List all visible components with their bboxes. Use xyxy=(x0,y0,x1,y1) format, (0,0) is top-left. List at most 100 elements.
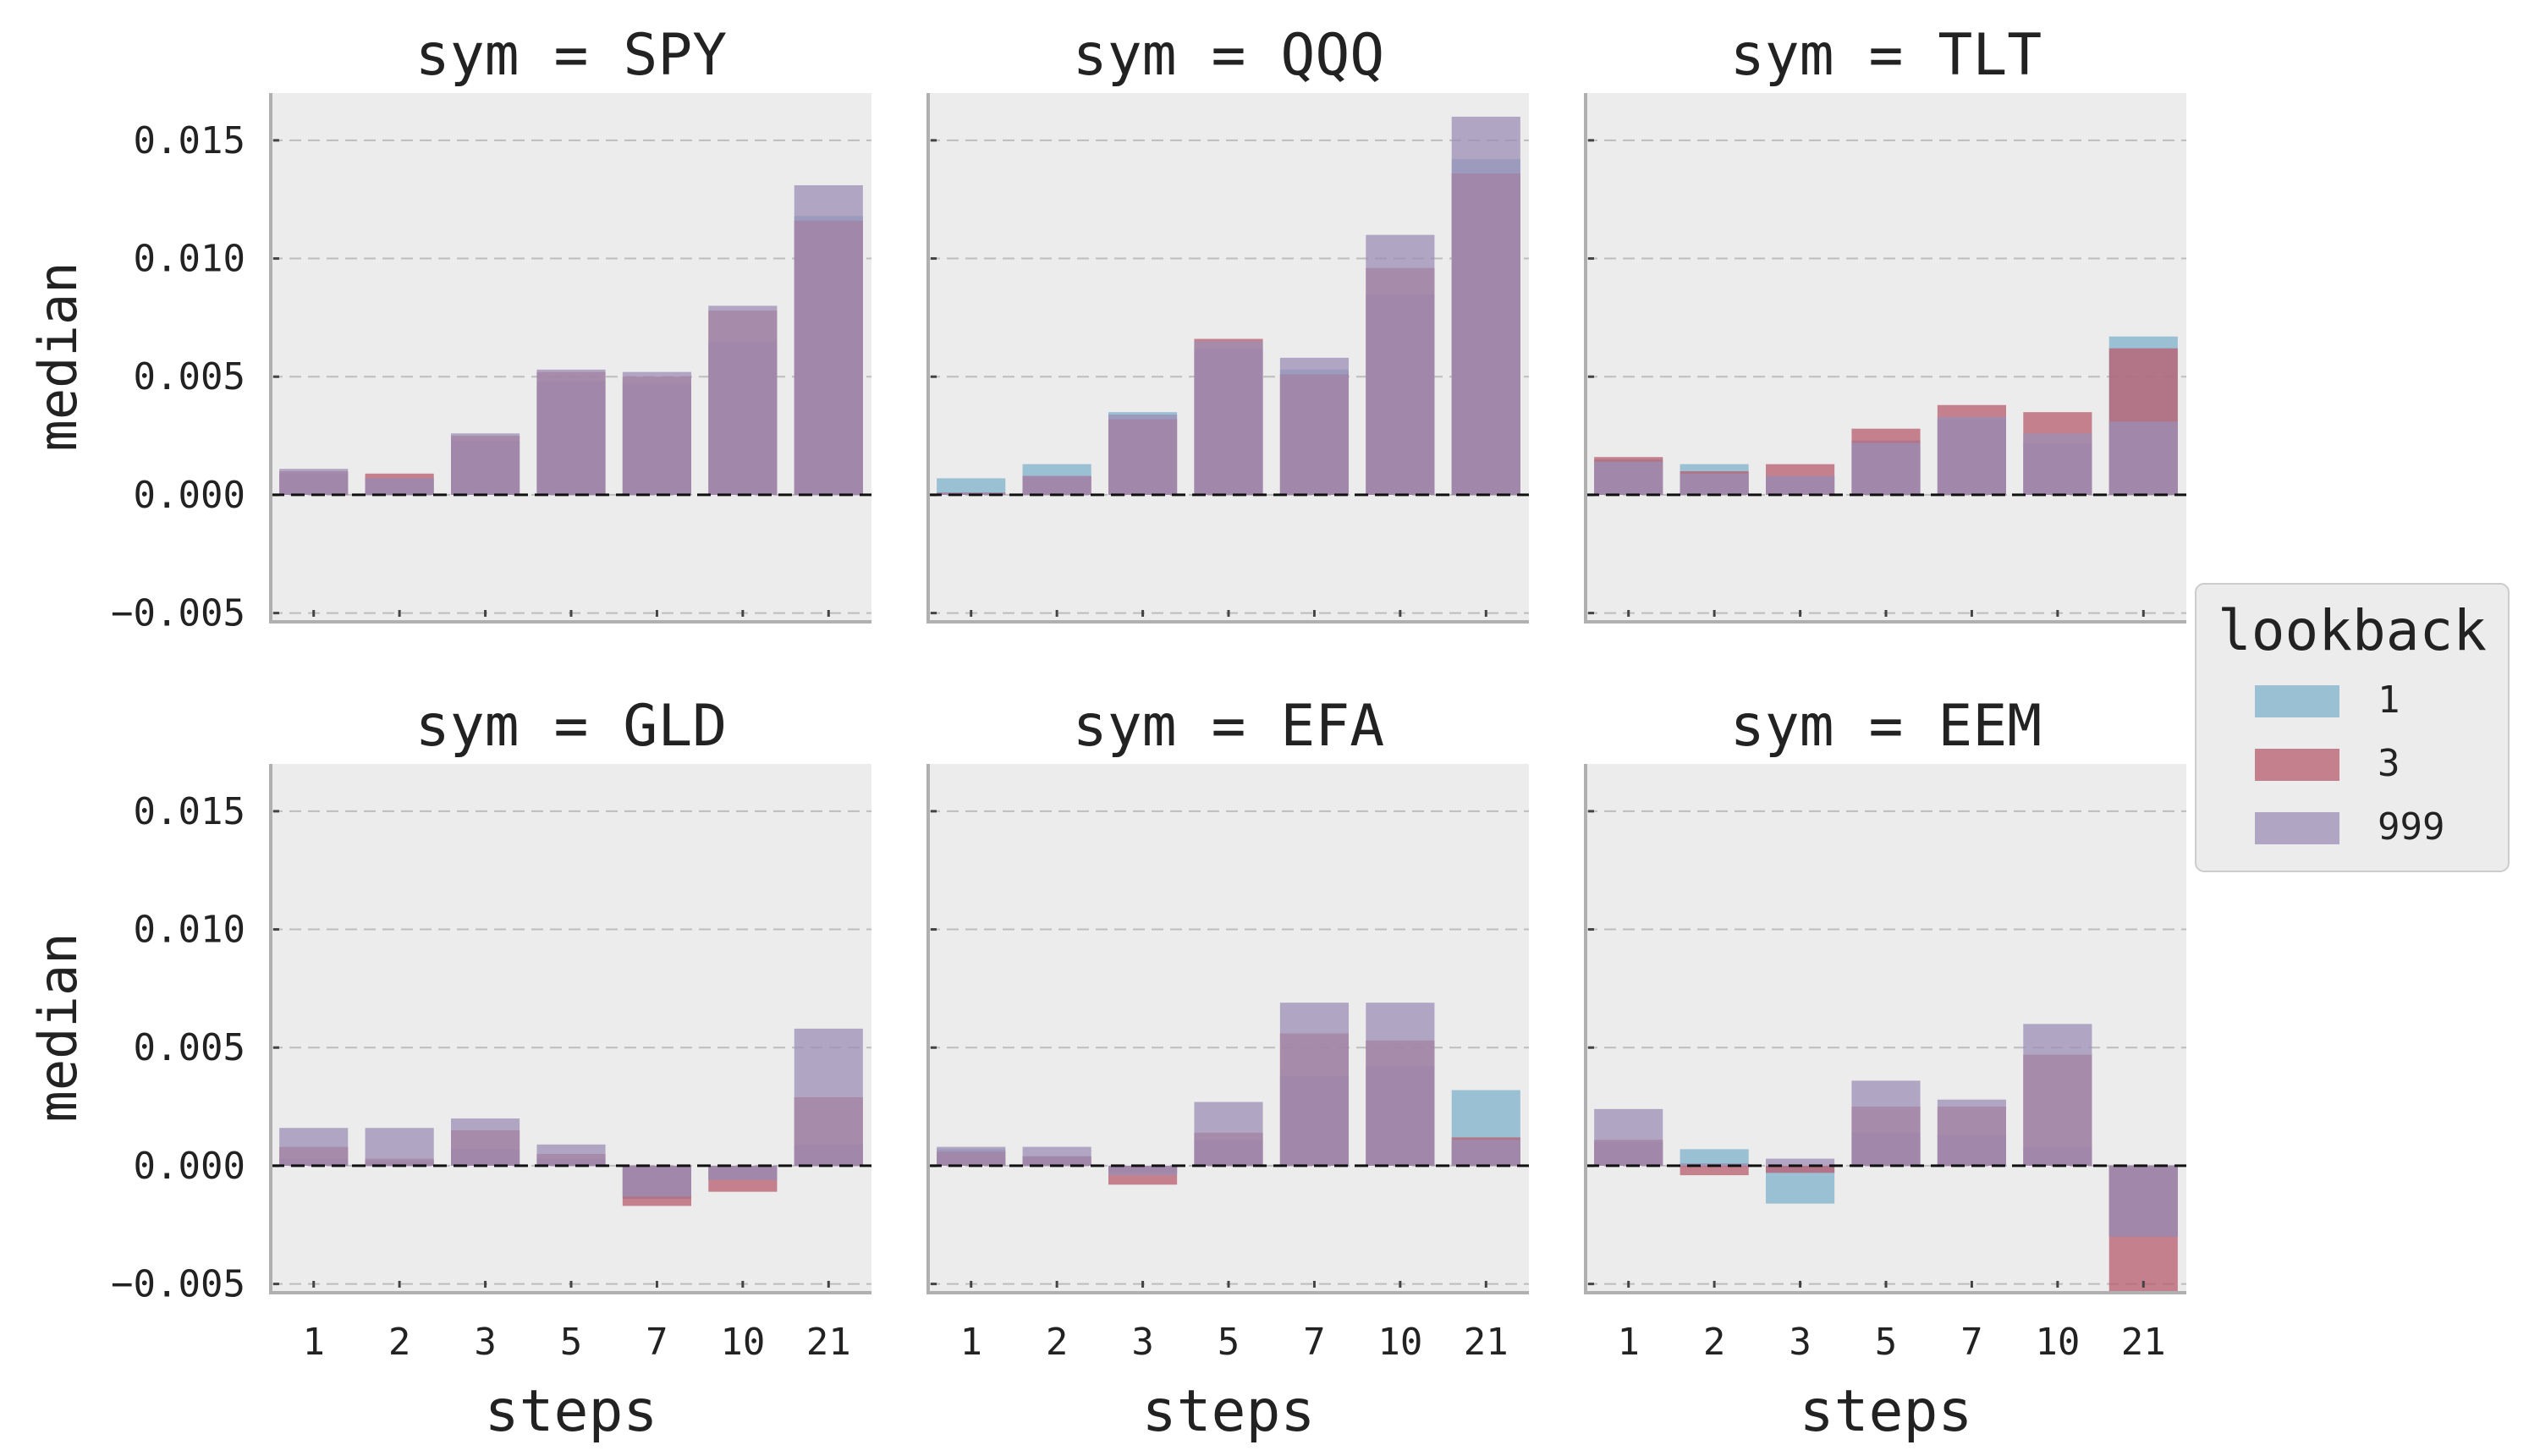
bar-sym-eem-lookback-3-steps-2 xyxy=(1680,1165,1749,1176)
bar-sym-gld-lookback-999-steps-5 xyxy=(536,1144,606,1166)
bar-sym-eem-lookback-999-steps-3 xyxy=(1766,1158,1835,1166)
bar-sym-qqq-lookback-999-steps-7 xyxy=(1279,357,1349,495)
x-tick-label: 3 xyxy=(1789,1321,1812,1364)
legend-swatch-999 xyxy=(2255,812,2339,844)
legend-label-1: 1 xyxy=(2378,679,2400,722)
panel-title: sym = EFA xyxy=(1073,693,1384,760)
bar-sym-qqq-lookback-1-steps-1 xyxy=(937,478,1006,495)
x-tick-label: 21 xyxy=(1464,1321,1509,1364)
y-tick-label: 0.010 xyxy=(134,238,245,281)
legend-box xyxy=(2195,583,2510,872)
panel-title: sym = GLD xyxy=(415,693,727,760)
y-tick-label: 0.005 xyxy=(134,355,245,398)
bar-sym-eem-lookback-999-steps-10 xyxy=(2023,1024,2092,1166)
panel-background xyxy=(928,764,1529,1291)
y-tick-label: −0.005 xyxy=(111,592,245,635)
legend: lookback 1 3 999 xyxy=(2195,583,2510,872)
legend-label-999: 999 xyxy=(2378,805,2444,849)
x-tick-label: 10 xyxy=(2035,1321,2080,1364)
y-axis-label: median xyxy=(27,933,89,1123)
panel-sym-spy: sym = SPY −0.005 0.000 0.005 0.010 0.015 media… xyxy=(27,22,871,635)
bar-sym-qqq-lookback-999-steps-2 xyxy=(1022,475,1091,495)
x-tick-label: 1 xyxy=(959,1321,982,1364)
x-tick-label: 5 xyxy=(560,1321,583,1364)
y-tick-label: 0.005 xyxy=(134,1026,245,1069)
bar-sym-efa-lookback-999-steps-21 xyxy=(1451,1140,1520,1166)
bar-sym-gld-lookback-999-steps-10 xyxy=(708,1165,778,1180)
bar-sym-efa-lookback-999-steps-3 xyxy=(1108,1165,1178,1176)
x-tick-label: 21 xyxy=(806,1321,851,1364)
x-tick-label: 7 xyxy=(646,1321,668,1364)
x-tick-label: 5 xyxy=(1875,1321,1898,1364)
bar-sym-tlt-lookback-999-steps-7 xyxy=(1937,416,2006,495)
y-tick-label: 0.000 xyxy=(134,474,245,517)
bar-sym-spy-lookback-999-steps-7 xyxy=(622,371,691,495)
x-tick-label: 7 xyxy=(1303,1321,1326,1364)
x-tick-label: 7 xyxy=(1960,1321,1983,1364)
bar-sym-tlt-lookback-999-steps-10 xyxy=(2023,433,2092,495)
bar-sym-spy-lookback-999-steps-3 xyxy=(451,433,520,495)
bar-sym-tlt-lookback-999-steps-3 xyxy=(1766,475,1835,495)
x-tick-label: 2 xyxy=(1703,1321,1726,1364)
panel-title: sym = SPY xyxy=(415,22,727,89)
bar-sym-spy-lookback-999-steps-2 xyxy=(365,478,434,495)
panel-sym-eem: sym = EEM 1 2 3 5 7 10 21 steps xyxy=(1584,693,2186,1445)
y-axis-label: median xyxy=(27,262,89,452)
bar-sym-qqq-lookback-999-steps-5 xyxy=(1194,341,1263,495)
bar-sym-eem-lookback-1-steps-2 xyxy=(1680,1149,1749,1166)
bar-sym-gld-lookback-999-steps-3 xyxy=(451,1118,520,1166)
bar-sym-tlt-lookback-999-steps-5 xyxy=(1851,442,1921,495)
legend-swatch-3 xyxy=(2255,749,2339,781)
bar-sym-efa-lookback-999-steps-10 xyxy=(1366,1003,1435,1166)
x-tick-label: 1 xyxy=(1617,1321,1640,1364)
bar-sym-tlt-lookback-999-steps-2 xyxy=(1680,473,1749,495)
panel-background xyxy=(1586,93,2186,620)
x-axis-label: steps xyxy=(1142,1378,1316,1445)
x-axis-label: steps xyxy=(485,1378,658,1445)
panel-sym-tlt: sym = TLT xyxy=(1584,22,2186,624)
panel-sym-efa: sym = EFA 1 2 3 5 7 10 21 steps xyxy=(926,693,1529,1445)
bar-sym-efa-lookback-999-steps-2 xyxy=(1022,1146,1091,1166)
y-tick-label: 0.010 xyxy=(134,909,245,952)
x-tick-label: 3 xyxy=(1131,1321,1154,1364)
bar-sym-efa-lookback-999-steps-1 xyxy=(937,1146,1006,1166)
x-tick-label: 5 xyxy=(1218,1321,1240,1364)
bar-sym-tlt-lookback-999-steps-21 xyxy=(2108,421,2178,495)
panel-background xyxy=(271,93,871,620)
bar-sym-tlt-lookback-999-steps-1 xyxy=(1594,461,1663,495)
bar-sym-gld-lookback-999-steps-7 xyxy=(622,1165,691,1197)
panel-title: sym = QQQ xyxy=(1073,22,1384,89)
legend-title: lookback xyxy=(2218,598,2487,663)
bar-sym-eem-lookback-999-steps-1 xyxy=(1594,1108,1663,1166)
bar-sym-eem-lookback-999-steps-7 xyxy=(1937,1099,2006,1166)
bar-sym-spy-lookback-999-steps-10 xyxy=(708,305,778,495)
panel-background xyxy=(1586,764,2186,1291)
x-tick-label: 2 xyxy=(388,1321,411,1364)
bar-sym-qqq-lookback-999-steps-3 xyxy=(1108,414,1178,495)
y-tick-label: 0.015 xyxy=(134,790,245,833)
panel-sym-qqq: sym = QQQ xyxy=(926,22,1529,624)
x-tick-label: 10 xyxy=(1377,1321,1422,1364)
x-tick-label: 1 xyxy=(302,1321,325,1364)
bar-sym-efa-lookback-999-steps-7 xyxy=(1279,1003,1349,1166)
bar-sym-spy-lookback-999-steps-21 xyxy=(794,184,863,495)
x-tick-label: 21 xyxy=(2121,1321,2166,1364)
y-tick-label: −0.005 xyxy=(111,1263,245,1306)
legend-label-3: 3 xyxy=(2378,742,2400,785)
x-tick-label: 10 xyxy=(720,1321,765,1364)
bar-sym-eem-lookback-999-steps-5 xyxy=(1851,1080,1921,1166)
bar-sym-eem-lookback-3-steps-3 xyxy=(1766,1165,1835,1173)
y-tick-label: 0.015 xyxy=(134,119,245,162)
panel-sym-gld: sym = GLD −0.005 0.000 0.005 0.010 0.015 media… xyxy=(27,693,871,1445)
bar-sym-eem-lookback-999-steps-21 xyxy=(2108,1165,2178,1237)
x-tick-label: 2 xyxy=(1046,1321,1069,1364)
bar-sym-gld-lookback-999-steps-2 xyxy=(365,1128,434,1166)
bar-sym-gld-lookback-999-steps-21 xyxy=(794,1028,863,1166)
bar-sym-qqq-lookback-999-steps-10 xyxy=(1366,234,1435,495)
bar-sym-spy-lookback-999-steps-5 xyxy=(536,369,606,495)
bar-sym-efa-lookback-999-steps-5 xyxy=(1194,1102,1263,1166)
x-axis-label: steps xyxy=(1800,1378,1973,1445)
legend-swatch-1 xyxy=(2255,685,2339,717)
bar-sym-spy-lookback-999-steps-1 xyxy=(279,469,349,495)
